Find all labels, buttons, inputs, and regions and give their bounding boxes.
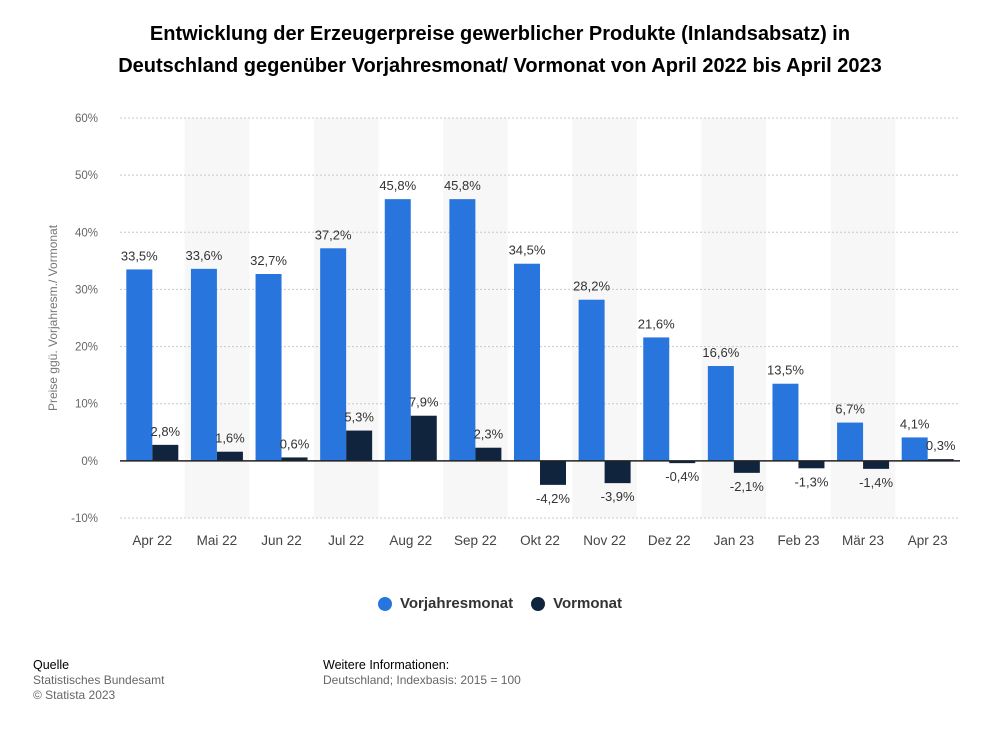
bar-vormonat[interactable] [152,444,179,461]
chart-title-line-1: Entwicklung der Erzeugerpreise gewerblic… [149,23,851,45]
data-label: 7,9% [409,395,439,410]
y-tick-label: -10% [71,513,98,525]
bar-vormonat[interactable] [281,457,308,461]
bar-vorjahresmonat[interactable] [384,199,411,461]
y-tick-label: 0% [81,456,98,468]
y-tick-label: 20% [75,342,98,354]
legend-item-vorjahresmonat[interactable]: Vorjahresmonat [378,595,513,612]
bar-vormonat[interactable] [540,460,566,485]
y-tick-label: 60% [75,113,98,125]
bar-vorjahresmonat[interactable] [643,337,670,461]
bar-vorjahresmonat[interactable] [320,248,347,461]
y-tick-label: 30% [75,284,98,296]
data-label: 2,3% [474,427,504,442]
x-tick-label: Jun 22 [261,533,302,548]
bar-chart: -10% 0% 10% 20% 30% 40% 50% 60% Preise ggü. Vor… [46,113,960,548]
chart-title: Entwicklung der Erzeugerpreise gewerblic… [60,18,940,82]
x-tick-label: Apr 23 [908,533,948,548]
bar-vorjahresmonat[interactable] [449,199,476,461]
data-label: 33,6% [185,248,222,263]
copyright: © Statista 2023 [33,688,116,702]
data-label: 16,6% [702,345,739,360]
bar-vormonat[interactable] [927,459,954,461]
data-label: 1,6% [215,431,245,446]
bar-vormonat[interactable] [669,460,696,464]
legend-marker-vormonat [531,596,546,611]
y-axis-ticks: -10% 0% 10% 20% 30% 40% 50% 60% [71,113,98,525]
x-tick-label: Feb 23 [777,533,819,548]
source-block: Quelle Statistisches Bundesamt © Statist… [33,658,164,703]
y-tick-label: 40% [75,227,98,239]
data-label: -4,2% [536,491,570,506]
bar-vormonat[interactable] [798,460,825,469]
x-tick-label: Jul 22 [328,533,364,548]
x-tick-label: Sep 22 [454,533,497,548]
legend: Vorjahresmonat Vormonat [0,595,1000,612]
data-label: 6,7% [835,402,865,417]
x-tick-label: Mai 22 [197,533,238,548]
info-heading: Weitere Informationen: [323,658,450,672]
y-tick-label: 50% [75,170,98,182]
y-axis-label: Preise ggü. Vorjahresm./ Vormonat [46,224,60,411]
bar-vormonat[interactable] [863,460,890,469]
x-tick-label: Aug 22 [389,533,432,548]
data-label: -0,4% [665,469,699,484]
bar-vorjahresmonat[interactable] [255,274,282,461]
data-label: -2,1% [730,479,764,494]
x-tick-label: Okt 22 [520,533,560,548]
data-label: 32,7% [250,253,287,268]
source-name[interactable]: Statistisches Bundesamt [33,673,165,687]
bar-vormonat[interactable] [346,430,373,461]
bar-vorjahresmonat[interactable] [707,366,734,461]
data-label: 45,8% [444,178,481,193]
data-label: 45,8% [379,178,416,193]
legend-marker-vorjahresmonat [378,596,392,611]
bar-vorjahresmonat[interactable] [190,268,217,461]
bar-vorjahresmonat[interactable] [901,437,928,461]
bar-vorjahresmonat[interactable] [514,263,540,461]
data-label: 37,2% [315,227,352,242]
y-tick-label: 10% [75,399,98,411]
bar-vorjahresmonat[interactable] [578,299,605,461]
data-label: 28,2% [573,279,610,294]
x-axis-ticks: Apr 22 Mai 22 Jun 22 Jul 22 Aug 22 Sep 22 Okt … [132,533,947,548]
bar-vormonat[interactable] [604,460,631,484]
source-heading: Quelle [33,658,70,672]
data-label: 13,5% [767,363,804,378]
data-label: 34,5% [509,243,546,258]
bar-vormonat[interactable] [475,447,502,461]
data-label: -1,4% [859,475,893,490]
data-label: 0,3% [926,438,956,453]
bars [126,199,954,485]
bar-vorjahresmonat[interactable] [772,383,799,461]
data-labels: 33,5% 33,6% 32,7% 37,2% 45,8% 45,8% 34,5% 28,2%… [121,178,956,506]
data-label: 4,1% [900,416,930,431]
legend-item-vormonat[interactable]: Vormonat [531,595,622,612]
data-label: 21,6% [638,316,675,331]
x-tick-label: Apr 22 [132,533,172,548]
info-text: Deutschland; Indexbasis: 2015 = 100 [323,673,521,687]
x-tick-label: Dez 22 [648,533,691,548]
x-tick-label: Mär 23 [842,533,884,548]
data-label: -1,3% [794,474,828,489]
x-tick-label: Nov 22 [583,533,626,548]
data-label: 5,3% [344,410,374,425]
data-label: 33,5% [121,248,158,263]
info-block: Weitere Informationen: Deutschland; Inde… [323,658,521,688]
bar-vorjahresmonat[interactable] [837,422,864,461]
data-label: 0,6% [280,436,310,451]
x-tick-label: Jan 23 [714,533,755,548]
legend-label-vormonat: Vormonat [553,595,622,612]
chart-title-line-2: Deutschland gegenüber Vorjahresmonat/ Vo… [118,55,882,77]
bar-vorjahresmonat[interactable] [126,269,153,461]
bar-vormonat[interactable] [410,415,437,461]
data-label: -3,9% [601,489,635,504]
legend-label-vorjahresmonat: Vorjahresmonat [400,595,514,612]
bar-vormonat[interactable] [216,451,243,461]
data-label: 2,8% [150,424,180,439]
bar-vormonat[interactable] [733,460,760,473]
